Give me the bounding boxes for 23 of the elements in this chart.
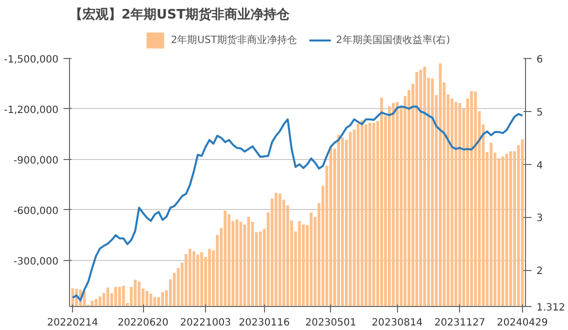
y-tick-label: -1,200,000	[4, 104, 59, 116]
line-series	[72, 106, 524, 302]
x-tick-label: 20230501	[305, 318, 356, 328]
x-tick-label: 20221003	[180, 318, 232, 328]
y-tick-label: -1,500,000	[4, 54, 59, 66]
y2-tick-label: 2	[536, 266, 543, 278]
x-tick-label: 20240429	[496, 318, 548, 328]
y-tick-label: -300,000	[14, 256, 59, 268]
y2-tick-label: 4	[536, 160, 543, 172]
x-tick-label: 20231127	[434, 318, 486, 328]
y-tick-label: -600,000	[14, 206, 59, 217]
chart-title: 【宏观】2年期UST期货非商业净持仓	[70, 6, 290, 22]
x-tick-label: 20230116	[238, 318, 290, 328]
x-tick-label: 20220214	[47, 318, 98, 328]
y-tick-label: -900,000	[14, 155, 59, 166]
x-tick-label: 20230814	[372, 318, 423, 328]
x-tick-label: 20220620	[118, 318, 168, 328]
y2-tick-label: 6	[536, 54, 543, 66]
legend-label: 2年期UST期货非商业净持仓	[170, 34, 297, 46]
y2-tick-label: 5	[536, 107, 543, 118]
legend-label: 2年期美国国债收益率(右)	[336, 34, 450, 46]
y2-tick-label: 3	[536, 213, 543, 224]
y2-tick-label: 1.312	[536, 302, 566, 314]
